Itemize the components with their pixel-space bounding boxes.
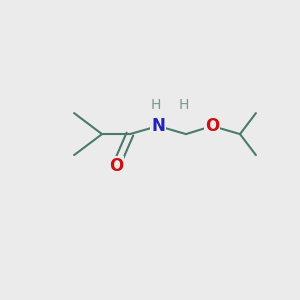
Text: N: N: [151, 117, 165, 135]
Text: O: O: [109, 157, 123, 175]
Text: H: H: [150, 98, 161, 112]
Text: H: H: [179, 98, 189, 112]
Text: O: O: [205, 117, 219, 135]
